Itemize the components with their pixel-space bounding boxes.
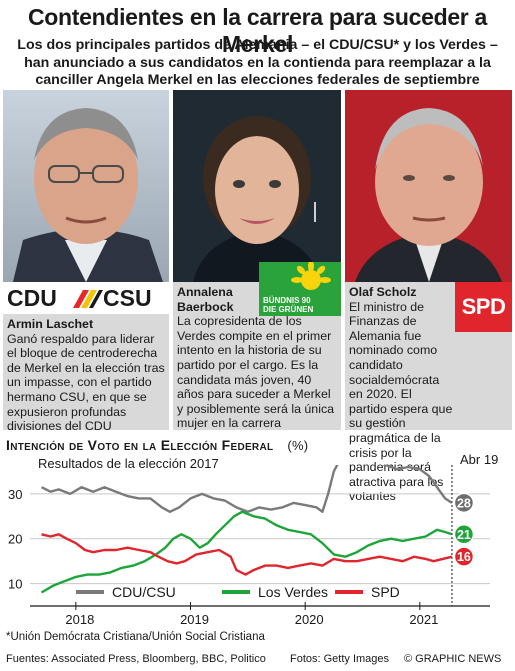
- end-badge-label: 28: [457, 496, 471, 510]
- candidate-panel-baerbock: Annalena Baerbock La copresidenta de los…: [173, 90, 341, 430]
- page-subtitle: Los dos principales partidos de Alemania…: [17, 37, 498, 88]
- candidate-name: Armin Laschet: [7, 317, 94, 331]
- legend-label-cdu: CDU/CSU: [112, 584, 176, 600]
- legend-label-spd: SPD: [371, 584, 400, 600]
- candidate-desc-baerbock: Annalena Baerbock La copresidenta de los…: [173, 282, 341, 430]
- candidate-desc-laschet: Armin Laschet Ganó respaldo para liderar…: [3, 314, 169, 433]
- spd-logo: SPD: [455, 282, 512, 332]
- chart-x-axis: 2018 2019 2020 2021: [30, 602, 490, 627]
- candidate-photo-baerbock: [173, 90, 341, 282]
- candidate-desc-scholz: Olaf Scholz El ministro de Finanzas de A…: [345, 282, 512, 503]
- candidate-description: El ministro de Finanzas de Alemania fue …: [349, 299, 453, 504]
- svg-text:BÜNDNIS 90: BÜNDNIS 90: [263, 296, 311, 305]
- legend-label-greens: Los Verdes: [258, 584, 328, 600]
- photo-credits: Fotos: Getty Images: [290, 653, 390, 665]
- candidate-photo-scholz: [345, 90, 512, 282]
- candidate-photo-laschet: [3, 90, 169, 282]
- x-tick-label: 2021: [409, 612, 438, 627]
- svg-text:CSU: CSU: [103, 285, 152, 311]
- svg-text:DIE GRÜNEN: DIE GRÜNEN: [263, 305, 313, 314]
- chart-unit: (%): [287, 438, 309, 453]
- chart-end-badges: 28 21 16: [453, 492, 475, 567]
- series-line-cdu: [40, 465, 453, 513]
- end-badge-spd: [453, 546, 475, 567]
- series-line-spd: [41, 533, 453, 576]
- candidate-panel-laschet: CDU CSU Armin Laschet Ganó respaldo para…: [3, 90, 169, 433]
- chart-heading: Intención de Voto en la Elección Federal…: [6, 437, 308, 453]
- chart-y-axis: 10 20 30: [8, 487, 22, 592]
- x-tick-label: 2020: [295, 612, 324, 627]
- spd-logo-text: SPD: [461, 294, 506, 319]
- svg-text:CDU: CDU: [7, 285, 57, 311]
- end-badge-label: 16: [457, 550, 471, 564]
- candidate-panel-scholz: Olaf Scholz El ministro de Finanzas de A…: [345, 90, 512, 503]
- chart-subtitle: Resultados de la elección 2017: [38, 456, 219, 471]
- candidate-name: Annalena Baerbock: [177, 285, 234, 314]
- candidate-name: Olaf Scholz: [349, 285, 417, 299]
- cdu-csu-logo: CDU CSU: [3, 282, 169, 314]
- y-tick-label: 20: [8, 532, 22, 547]
- footnote: *Unión Demócrata Cristiana/Unión Social …: [6, 631, 265, 643]
- chart-heading-text: Intención de Voto en la Elección Federal: [6, 437, 274, 453]
- x-tick-label: 2018: [65, 612, 94, 627]
- chart-lines: [40, 465, 453, 594]
- x-tick-label: 2019: [180, 612, 209, 627]
- candidate-description: La copresidenta de los Verdes compite en…: [177, 314, 335, 431]
- series-line-greens: [40, 510, 453, 594]
- end-badge-cdu: [453, 492, 475, 514]
- chart-legend: CDU/CSU Los Verdes SPD: [76, 584, 400, 600]
- end-badge-label: 21: [457, 528, 471, 542]
- sources: Fuentes: Associated Press, Bloomberg, BB…: [6, 653, 266, 665]
- end-badge-greens: [453, 524, 475, 545]
- chart-date-note: Abr 19: [460, 452, 499, 467]
- candidate-description: Ganó respaldo para liderar el bloque de …: [7, 331, 165, 434]
- brand-credit: © GRAPHIC NEWS: [404, 653, 502, 665]
- y-tick-label: 10: [8, 577, 22, 592]
- greens-logo: BÜNDNIS 90 DIE GRÜNEN: [259, 262, 341, 316]
- y-tick-label: 30: [8, 487, 22, 502]
- page-title: Contendientes en la carrera para suceder…: [27, 4, 488, 57]
